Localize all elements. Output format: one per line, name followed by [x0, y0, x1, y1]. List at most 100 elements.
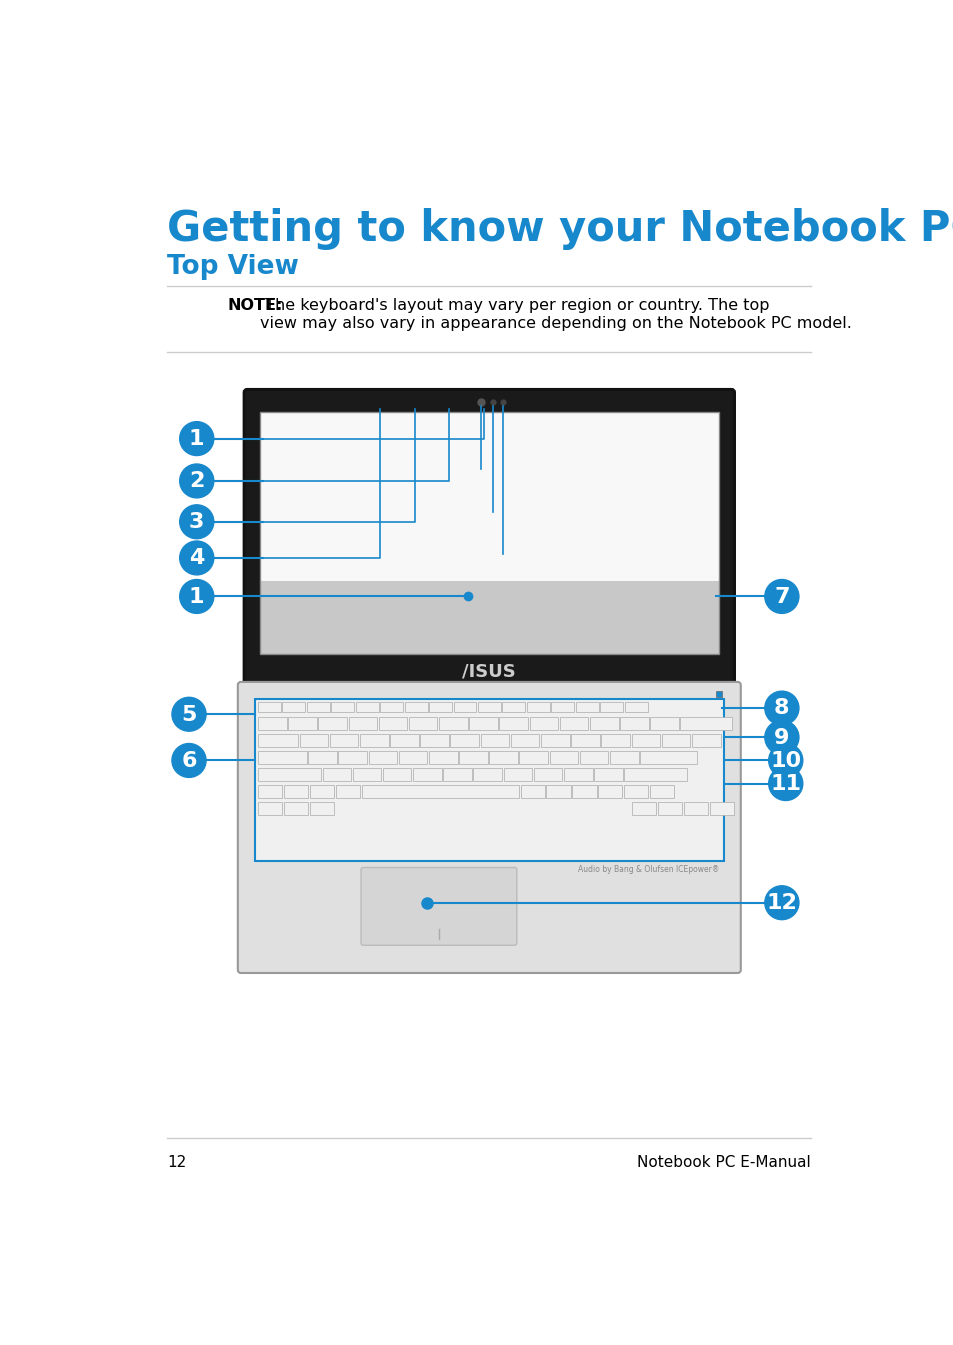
Bar [257, 785, 282, 798]
Bar [589, 717, 618, 730]
Bar [563, 768, 592, 781]
Bar [413, 768, 441, 781]
Bar [338, 752, 367, 764]
Bar [353, 768, 381, 781]
Bar [458, 752, 487, 764]
Bar [429, 702, 452, 712]
Bar [335, 785, 359, 798]
Bar [623, 785, 648, 798]
Bar [284, 785, 308, 798]
FancyBboxPatch shape [237, 682, 740, 972]
Text: 12: 12 [167, 1155, 187, 1170]
Bar [398, 752, 427, 764]
Bar [257, 802, 282, 815]
Bar [571, 734, 599, 748]
Bar [716, 691, 721, 697]
Bar [489, 752, 517, 764]
Bar [709, 802, 734, 815]
Bar [623, 768, 686, 781]
Bar [310, 785, 334, 798]
Bar [546, 785, 570, 798]
Bar [631, 734, 659, 748]
Bar [658, 802, 681, 815]
FancyBboxPatch shape [244, 389, 734, 689]
Bar [331, 702, 354, 712]
Bar [691, 734, 720, 748]
Bar [480, 734, 509, 748]
Text: Notebook PC E-Manual: Notebook PC E-Manual [637, 1155, 810, 1170]
Bar [288, 717, 316, 730]
Bar [429, 752, 457, 764]
Text: 11: 11 [769, 773, 801, 794]
Circle shape [179, 580, 213, 613]
Bar [322, 768, 351, 781]
Bar [650, 717, 679, 730]
Text: 6: 6 [181, 751, 196, 771]
Bar [257, 717, 286, 730]
Bar [520, 785, 544, 798]
Text: 1: 1 [189, 429, 204, 449]
Bar [453, 702, 476, 712]
Circle shape [179, 541, 213, 574]
Bar [404, 702, 427, 712]
Circle shape [764, 886, 798, 920]
Bar [257, 702, 280, 712]
Bar [599, 702, 622, 712]
Bar [282, 702, 305, 712]
Bar [443, 768, 472, 781]
Text: The keyboard's layout may vary per region or country. The top
view may also vary: The keyboard's layout may vary per regio… [260, 299, 851, 331]
Bar [477, 702, 500, 712]
Text: /ISUS: /ISUS [462, 662, 516, 681]
Bar [661, 734, 690, 748]
Bar [382, 768, 411, 781]
Text: Audio by Bang & Olufsen ICEpower®: Audio by Bang & Olufsen ICEpower® [578, 865, 720, 874]
FancyBboxPatch shape [360, 868, 517, 946]
Bar [572, 785, 596, 798]
Text: NOTE:: NOTE: [228, 299, 283, 313]
Bar [600, 734, 629, 748]
Circle shape [768, 744, 802, 777]
Bar [257, 752, 306, 764]
Text: 7: 7 [773, 586, 789, 607]
Text: 10: 10 [769, 751, 801, 771]
Bar [359, 734, 388, 748]
Bar [361, 785, 518, 798]
Bar [310, 802, 334, 815]
Text: 12: 12 [765, 893, 797, 913]
Bar [551, 702, 574, 712]
Bar [318, 717, 347, 730]
Bar [529, 717, 558, 730]
Bar [533, 768, 561, 781]
Bar [649, 785, 674, 798]
Bar [498, 717, 527, 730]
Bar [307, 702, 330, 712]
Bar [576, 702, 598, 712]
Bar [624, 702, 647, 712]
Circle shape [764, 721, 798, 755]
Text: Top View: Top View [167, 254, 299, 280]
Circle shape [179, 464, 213, 498]
Circle shape [179, 504, 213, 539]
Bar [683, 802, 707, 815]
Bar [380, 702, 403, 712]
Circle shape [764, 580, 798, 613]
Bar [284, 802, 308, 815]
Circle shape [172, 744, 206, 777]
Bar [420, 734, 449, 748]
Text: 4: 4 [189, 549, 204, 569]
Bar [257, 768, 320, 781]
Bar [526, 702, 549, 712]
Circle shape [768, 767, 802, 800]
Bar [409, 717, 437, 730]
Bar [473, 768, 501, 781]
Text: 3: 3 [189, 512, 204, 533]
Bar [257, 734, 297, 748]
Text: 2: 2 [189, 471, 204, 491]
Text: 1: 1 [189, 586, 204, 607]
Bar [549, 752, 578, 764]
Bar [259, 412, 719, 654]
Bar [503, 768, 532, 781]
Bar [368, 752, 396, 764]
Bar [308, 752, 336, 764]
Bar [299, 734, 328, 748]
